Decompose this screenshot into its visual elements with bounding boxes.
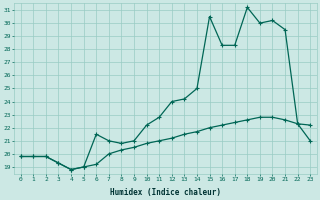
X-axis label: Humidex (Indice chaleur): Humidex (Indice chaleur) <box>110 188 221 197</box>
